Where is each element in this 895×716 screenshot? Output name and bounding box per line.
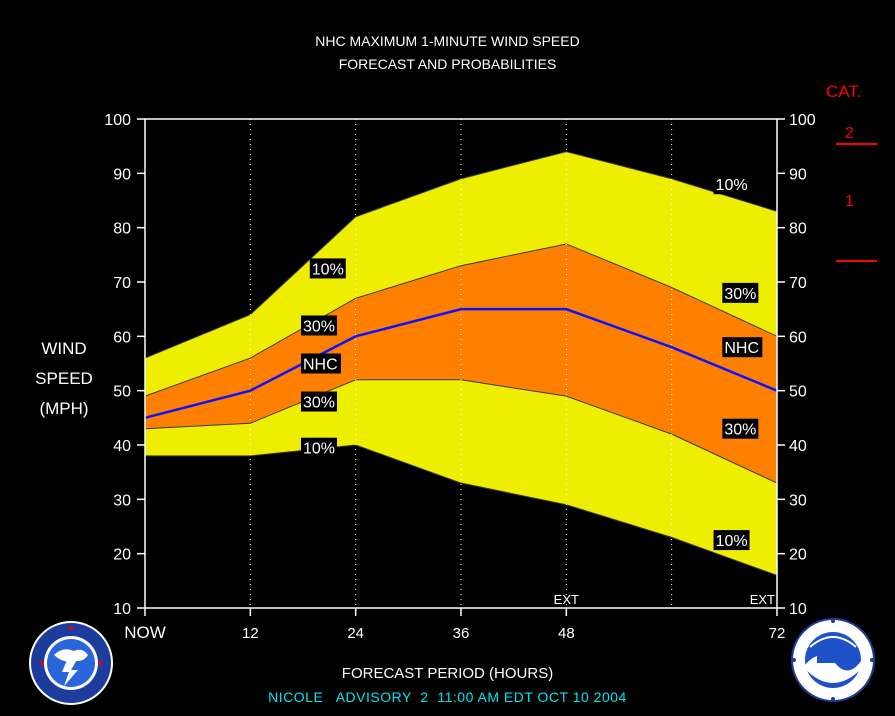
band-label-9: 10% [716,533,748,550]
noaa-logo [791,618,875,702]
y-tick-label-left-100: 100 [104,112,131,129]
nhc-forecast-line [144,307,778,420]
band-label-2: NHC [303,357,338,374]
y-tick-label-right-50: 50 [789,384,807,401]
x-axis-title: FORECAST PERIOD (HOURS) [341,665,554,682]
band-label-box-0 [309,258,346,279]
band-label-3: 30% [303,395,335,412]
y-tick-label-left-60: 60 [113,329,131,346]
band-label-box-5 [713,174,750,195]
y-tick-label-right-70: 70 [789,275,807,292]
band-label-5: 10% [716,177,748,194]
y-tick-label-left-30: 30 [113,492,131,509]
band-label-box-7 [722,337,763,358]
chart-title-line2: FORECAST AND PROBABILITIES [338,56,557,72]
y-tick-label-right-30: 30 [789,492,807,509]
y-tick-label-right-100: 100 [789,112,816,129]
band-label-box-1 [301,315,337,336]
y-axis-label-line1: WIND [41,339,87,358]
category-label-1: 1 [845,193,854,210]
band-edge-lower-10 [145,444,778,576]
y-tick-label-right-40: 40 [789,438,807,455]
band-label-6: 30% [724,286,756,303]
y-tick-label-right-90: 90 [789,166,807,183]
y-tick-label-right-10: 10 [789,601,807,618]
x-tick-label-12: 12 [242,625,259,642]
nws-logo [29,621,113,705]
category-title: CAT. [826,82,862,101]
x-tick-label-48: 48 [558,625,575,642]
y-tick-label-right-80: 80 [789,221,807,238]
band-30-percent [145,243,777,484]
x-tick-label-72: 72 [769,625,786,642]
x-tick-label-0: NOW [124,623,166,642]
y-tick-label-left-80: 80 [113,221,131,238]
x-tick-label-36: 36 [453,625,470,642]
band-label-box-8 [722,418,759,439]
band-label-box-9 [713,530,750,551]
category-label-2: 2 [845,125,854,142]
ext-label-48: EXT [554,592,579,607]
y-axis-label-line2: SPEED [35,369,93,388]
y-tick-label-left-90: 90 [113,166,131,183]
band-label-0: 10% [312,261,344,278]
y-axis-label-line3: (MPH) [39,399,89,418]
y-tick-label-left-70: 70 [113,275,131,292]
x-tick-label-24: 24 [347,625,364,642]
band-label-box-6 [722,282,759,303]
band-label-4: 10% [303,441,335,458]
band-label-box-2 [301,353,341,374]
band-label-box-3 [301,391,337,412]
y-tick-label-left-50: 50 [113,384,131,401]
ext-label-72: EXT [750,592,775,607]
y-tick-label-right-20: 20 [789,547,807,564]
band-label-8: 30% [724,422,756,439]
band-label-1: 30% [303,318,335,335]
y-tick-label-left-40: 40 [113,438,131,455]
y-tick-label-right-60: 60 [789,329,807,346]
band-edge-upper-30 [144,243,778,397]
chart-title-line1: NHC MAXIMUM 1-MINUTE WIND SPEED [315,33,580,49]
band-label-box-4 [301,437,337,458]
y-tick-label-left-20: 20 [113,547,131,564]
y-tick-label-left-10: 10 [113,601,131,618]
advisory-line: NICOLE ADVISORY 2 11:00 AM EDT OCT 10 20… [268,689,627,705]
band-label-7: NHC [724,340,759,357]
